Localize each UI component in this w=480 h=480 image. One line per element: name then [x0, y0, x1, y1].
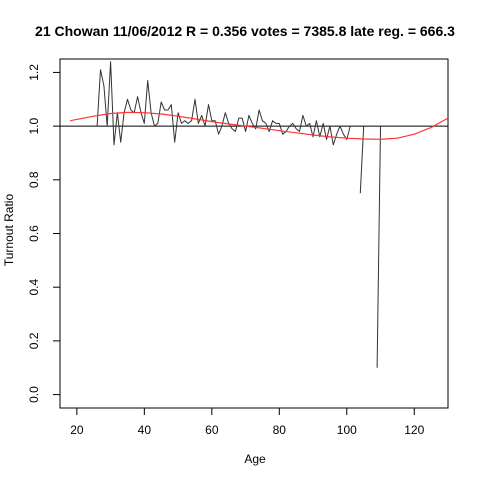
- observed-ratio-series: [96, 61, 381, 368]
- series-layer: [69, 61, 449, 368]
- x-axis-label: Age: [244, 452, 266, 466]
- x-tick-label: 20: [70, 423, 84, 437]
- y-axis-label: Turnout Ratio: [2, 194, 16, 267]
- smoothed-trend-series: [69, 111, 449, 140]
- axes: 20 40 60 80 100 120 0.0 0.2 0.4 0.6 0.8 1.0 1.2: [27, 58, 449, 437]
- y-tick-label: 1.0: [27, 117, 41, 134]
- observed-ratio-line: [359, 126, 365, 194]
- observed-ratio-line: [376, 126, 381, 368]
- x-tick-label: 60: [205, 423, 219, 437]
- smoothed-trend-line: [69, 111, 449, 140]
- y-tick-label: 0.6: [27, 225, 41, 242]
- plot-frame: [59, 58, 449, 409]
- x-tick-label: 100: [337, 423, 357, 437]
- y-tick-label: 0.8: [27, 171, 41, 188]
- y-tick-label: 0.0: [27, 386, 41, 403]
- y-tick-label: 1.2: [27, 64, 41, 81]
- x-tick-label: 40: [138, 423, 152, 437]
- chart-title: 21 Chowan 11/06/2012 R = 0.356 votes = 7…: [35, 23, 455, 39]
- x-tick-label: 80: [273, 423, 287, 437]
- observed-ratio-line: [96, 61, 351, 146]
- y-tick-label: 0.2: [27, 332, 41, 349]
- y-tick-label: 0.4: [27, 279, 41, 296]
- x-tick-label: 120: [404, 423, 424, 437]
